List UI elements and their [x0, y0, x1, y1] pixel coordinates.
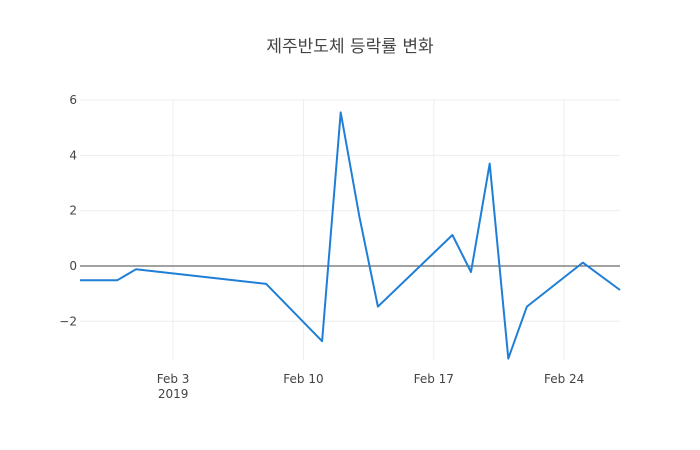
chart-title: 제주반도체 등락률 변화	[266, 37, 434, 57]
x-tick-label: Feb 17	[414, 372, 454, 386]
x-tick-label: Feb 10	[283, 372, 323, 386]
x-tick-label: Feb 24	[544, 372, 584, 386]
y-tick-label: 2	[69, 204, 77, 218]
grid-lines	[80, 99, 620, 360]
y-tick-label: 6	[69, 93, 77, 107]
x-tick-label: Feb 3	[157, 372, 190, 386]
series-group	[80, 111, 621, 360]
y-tick-label: −2	[59, 314, 77, 328]
x-tick-sublabel: 2019	[158, 387, 189, 401]
y-tick-label: 4	[69, 148, 77, 162]
series-line	[80, 111, 621, 360]
y-tick-label: 0	[69, 259, 77, 273]
y-axis-labels: 6 4 2 0 −2	[59, 93, 77, 328]
